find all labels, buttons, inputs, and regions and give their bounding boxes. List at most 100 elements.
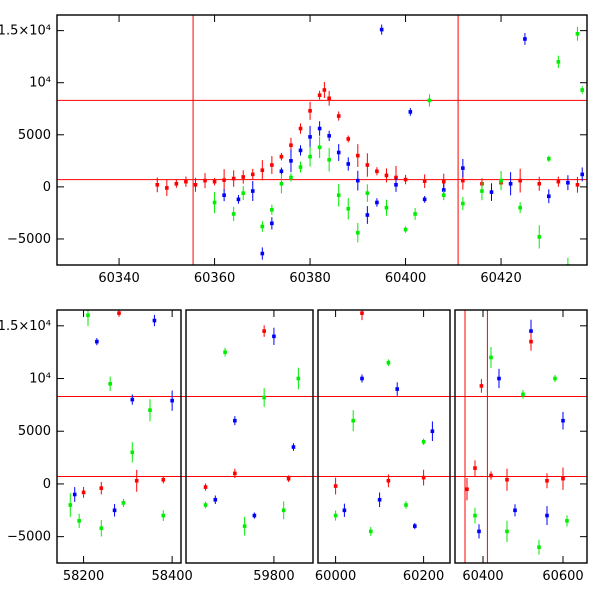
data-point-blue <box>477 524 481 539</box>
data-point-red <box>489 471 493 480</box>
data-point-green <box>369 526 373 536</box>
data-point-red <box>262 325 266 337</box>
y-tick-label: 0 <box>43 477 51 492</box>
data-point-blue <box>394 177 398 192</box>
plot-area <box>57 15 587 265</box>
data-point-green <box>161 510 166 521</box>
top-panel: 1.5×10⁴ 10⁴ 5000 0 −5000 60340 60360 60380 60400… <box>0 14 588 286</box>
data-point-blue <box>395 382 399 396</box>
x-tick-label: 60420 <box>480 271 521 286</box>
data-point-red <box>231 170 236 187</box>
data-point-blue <box>152 314 157 327</box>
data-point-green <box>231 206 236 222</box>
data-point-green <box>296 367 301 390</box>
data-point-red <box>403 174 408 185</box>
data-point-red <box>518 168 522 193</box>
data-point-blue <box>566 175 570 191</box>
data-point-red <box>336 111 341 121</box>
data-point-blue <box>497 368 501 389</box>
data-point-red <box>386 474 391 488</box>
data-point-green <box>121 498 126 508</box>
data-point-red <box>545 473 549 489</box>
data-point-blue <box>336 144 341 161</box>
data-point-blue <box>408 108 413 116</box>
x-tick-label: 60340 <box>98 271 139 286</box>
data-point-red <box>161 475 166 484</box>
data-point-blue <box>327 130 331 141</box>
data-point-green <box>260 221 265 232</box>
axes-frame <box>56 309 182 564</box>
data-point-blue <box>72 487 77 502</box>
data-point-blue <box>222 189 226 202</box>
data-point-blue <box>308 125 312 148</box>
data-point-red <box>212 177 217 186</box>
y-tick-label: 0 <box>43 180 51 195</box>
x-tick-label: 60400 <box>462 569 503 584</box>
data-point-green <box>351 410 355 432</box>
data-point-red <box>561 467 565 490</box>
y-tick-label: 5000 <box>18 128 51 143</box>
data-point-red <box>422 174 427 188</box>
data-point-green <box>386 359 391 367</box>
data-point-green <box>521 390 525 399</box>
data-point-blue <box>291 443 296 451</box>
x-tick-label: 58200 <box>63 569 104 584</box>
data-point-red <box>333 477 338 495</box>
data-point-red <box>165 179 169 196</box>
data-point-green <box>505 520 509 542</box>
data-point-green <box>404 501 408 509</box>
data-point-green <box>327 148 331 172</box>
data-point-red <box>241 170 246 184</box>
data-point-green <box>289 173 293 182</box>
data-point-blue <box>95 338 99 346</box>
x-tick-label: 60600 <box>542 569 583 584</box>
data-point-red <box>360 310 364 321</box>
x-tick-label: 59800 <box>253 569 294 584</box>
data-point-red <box>375 167 379 176</box>
data-point-red <box>384 168 389 183</box>
axes-frame <box>56 14 588 266</box>
data-point-blue <box>170 390 174 411</box>
data-point-red <box>537 176 542 191</box>
data-point-red <box>575 176 580 193</box>
data-point-red <box>298 123 303 134</box>
data-point-green <box>99 519 104 537</box>
data-point-blue <box>523 33 527 45</box>
y-tick-label: 10⁴ <box>29 76 51 91</box>
x-tick-label: 60360 <box>194 271 235 286</box>
bottom-panel: 1.5×10⁴ 10⁴ 5000 0 −5000 58200 58400 59800 60000… <box>0 309 588 584</box>
data-point-red <box>233 468 237 479</box>
data-point-red <box>134 469 139 492</box>
data-point-green <box>298 161 303 173</box>
data-point-green <box>86 310 90 327</box>
data-point-blue <box>545 506 549 526</box>
data-point-red <box>317 90 322 100</box>
data-point-blue <box>375 198 379 207</box>
data-point-green <box>212 191 217 214</box>
data-point-green <box>279 174 284 194</box>
data-point-blue <box>356 170 360 191</box>
x-tick-label: 60380 <box>289 271 330 286</box>
data-point-red <box>193 177 198 192</box>
data-point-green <box>575 26 580 41</box>
data-point-blue <box>561 411 565 430</box>
data-point-red <box>222 169 226 192</box>
data-point-green <box>537 539 541 555</box>
data-point-green <box>461 196 465 211</box>
data-point-green <box>223 347 227 357</box>
data-point-blue <box>413 523 417 530</box>
data-point-blue <box>317 121 322 136</box>
x-tick-label: 60400 <box>385 271 426 286</box>
data-point-red <box>473 460 477 476</box>
data-point-blue <box>272 327 276 345</box>
data-point-green <box>356 222 360 243</box>
data-point-red <box>556 176 561 187</box>
axes-frame <box>185 309 314 564</box>
data-point-blue <box>513 504 517 517</box>
data-point-blue <box>250 181 255 201</box>
data-point-blue <box>379 24 384 35</box>
data-point-green <box>262 388 266 407</box>
data-point-blue <box>233 416 237 426</box>
data-point-blue <box>461 158 465 178</box>
data-point-green <box>241 186 246 201</box>
